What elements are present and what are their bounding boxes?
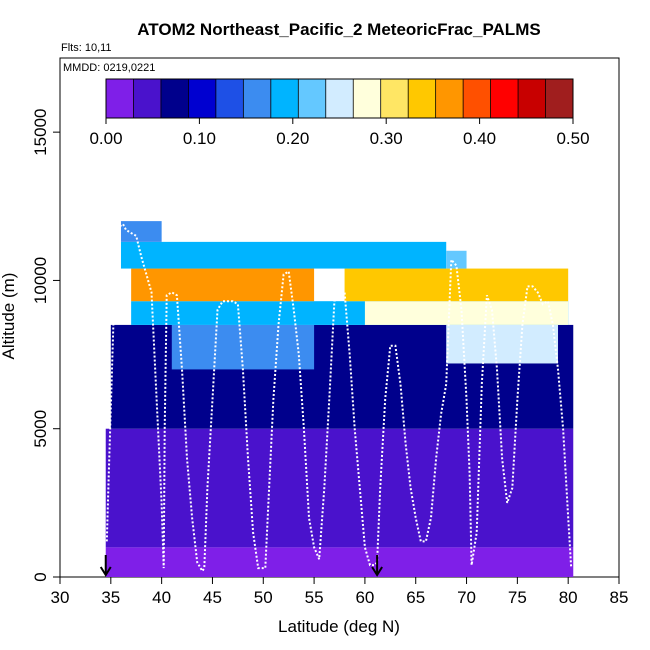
y-tick-label: 0 — [31, 572, 50, 581]
colorbar-swatch — [215, 79, 244, 118]
x-axis: 30 35 40 45 50 55 60 65 70 75 80 85 — [51, 577, 629, 607]
heatmap-cell — [446, 324, 559, 364]
colorbar-swatch — [243, 79, 272, 118]
colorbar-swatch — [325, 79, 354, 118]
heatmap-cell — [364, 301, 569, 325]
colorbar-swatch — [353, 79, 382, 118]
x-tick-label: 45 — [203, 588, 222, 607]
colorbar-swatch — [435, 79, 464, 118]
flight-track-line — [105, 222, 573, 573]
x-tick-label: 65 — [406, 588, 425, 607]
colorbar — [105, 78, 574, 119]
down-arrow-icon — [371, 555, 383, 577]
colorbar-swatch — [518, 79, 547, 118]
heatmap-cell — [131, 268, 315, 302]
heatmap-cell — [344, 268, 569, 302]
colorbar-tick-label: 0.10 — [183, 129, 216, 148]
heatmap-cell — [171, 324, 315, 370]
colorbar-tick-label: 0.20 — [276, 129, 309, 148]
heatmap-cell — [120, 241, 447, 269]
x-axis-label: Latitude (deg N) — [278, 617, 400, 636]
down-arrow-icon — [99, 555, 112, 577]
x-tick-label: 80 — [559, 588, 578, 607]
colorbar-swatch — [298, 79, 327, 118]
colorbar-swatch — [188, 79, 217, 118]
x-tick-label: 35 — [101, 588, 120, 607]
colorbar-swatch — [463, 79, 492, 118]
heatmap-cell — [446, 250, 467, 269]
colorbar-swatch — [408, 79, 437, 118]
flights-label: Flts: 10,11 — [61, 42, 112, 54]
y-axis: 0 5000 10000 15000 — [31, 109, 60, 582]
y-tick-label: 5000 — [31, 410, 50, 448]
colorbar-tick-label: 0.50 — [556, 129, 589, 148]
heatmap-cell — [105, 428, 574, 548]
chart-title: ATOM2 Northeast_Pacific_2 MeteoricFrac_P… — [137, 20, 540, 39]
colorbar-swatch — [380, 79, 409, 118]
x-tick-label: 75 — [508, 588, 527, 607]
x-tick-label: 60 — [355, 588, 374, 607]
y-axis-label: Altitude (m) — [0, 273, 18, 360]
colorbar-tick-label: 0.30 — [370, 129, 403, 148]
heatmap-cells — [105, 221, 574, 577]
x-tick-label: 50 — [254, 588, 273, 607]
colorbar-swatch — [490, 79, 519, 118]
colorbar-tick-label: 0.00 — [89, 129, 122, 148]
y-tick-label: 15000 — [31, 109, 50, 156]
colorbar-swatch — [133, 79, 162, 118]
x-tick-label: 55 — [305, 588, 324, 607]
y-tick-label: 10000 — [31, 257, 50, 304]
heatmap-cell — [105, 547, 574, 577]
x-tick-label: 70 — [457, 588, 476, 607]
colorbar-swatch — [106, 79, 134, 118]
x-tick-label: 30 — [51, 588, 70, 607]
heatmap-cell — [120, 221, 162, 242]
colorbar-ticks: 0.00 0.10 0.20 0.30 0.40 0.50 — [89, 118, 590, 148]
colorbar-swatch — [160, 79, 189, 118]
colorbar-tick-label: 0.40 — [463, 129, 496, 148]
dates-label: MMDD: 0219,0221 — [63, 62, 155, 74]
x-tick-label: 85 — [610, 588, 629, 607]
colorbar-swatch — [545, 79, 574, 118]
flight-track — [105, 222, 573, 573]
arrow-markers — [99, 555, 383, 577]
x-tick-label: 40 — [152, 588, 171, 607]
colorbar-swatch — [270, 79, 299, 118]
